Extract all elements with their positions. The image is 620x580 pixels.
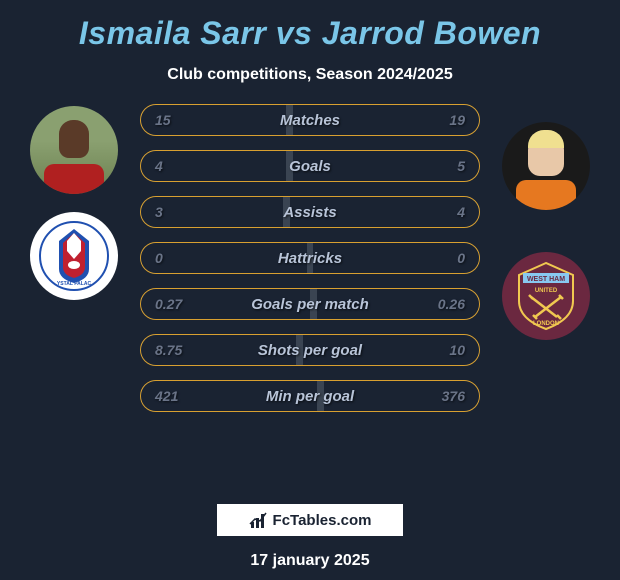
club-right-crest: WEST HAM UNITED LONDON bbox=[502, 252, 590, 340]
svg-text:YSTAL PALAC: YSTAL PALAC bbox=[57, 281, 92, 287]
crystal-palace-icon: YSTAL PALAC bbox=[39, 221, 109, 291]
logo-text: FcTables.com bbox=[273, 512, 372, 529]
svg-text:LONDON: LONDON bbox=[533, 321, 559, 327]
stat-label: Shots per goal bbox=[141, 342, 479, 359]
page-subtitle: Club competitions, Season 2024/2025 bbox=[167, 66, 452, 84]
chart-icon bbox=[249, 510, 269, 530]
stat-row: 8.7510Shots per goal bbox=[140, 334, 480, 366]
stat-label: Min per goal bbox=[141, 388, 479, 405]
player-left-avatar bbox=[30, 106, 118, 194]
date-label: 17 january 2025 bbox=[250, 552, 369, 570]
page-title: Ismaila Sarr vs Jarrod Bowen bbox=[79, 15, 541, 52]
stat-label: Goals per match bbox=[141, 296, 479, 313]
player-right-shirt bbox=[516, 180, 576, 210]
svg-text:UNITED: UNITED bbox=[535, 288, 558, 294]
stat-row: 00Hattricks bbox=[140, 242, 480, 274]
stat-row: 0.270.26Goals per match bbox=[140, 288, 480, 320]
svg-text:WEST HAM: WEST HAM bbox=[527, 276, 565, 283]
stat-label: Assists bbox=[141, 204, 479, 221]
stat-label: Hattricks bbox=[141, 250, 479, 267]
stat-row: 45Goals bbox=[140, 150, 480, 182]
main-area: YSTAL PALAC WEST HAM UNITED bbox=[0, 104, 620, 487]
stat-row: 34Assists bbox=[140, 196, 480, 228]
stat-label: Matches bbox=[141, 112, 479, 129]
west-ham-icon: WEST HAM UNITED LONDON bbox=[509, 259, 583, 333]
player-right-avatar bbox=[502, 122, 590, 210]
stat-row: 1519Matches bbox=[140, 104, 480, 136]
stat-row: 421376Min per goal bbox=[140, 380, 480, 412]
club-left-crest: YSTAL PALAC bbox=[30, 212, 118, 300]
stats-list: 1519Matches 45Goals 34Assists 00Hattricks 0.… bbox=[140, 104, 480, 412]
comparison-card: Ismaila Sarr vs Jarrod Bowen Club compet… bbox=[0, 0, 620, 580]
fctables-logo: FcTables.com bbox=[215, 502, 405, 538]
stat-label: Goals bbox=[141, 158, 479, 175]
